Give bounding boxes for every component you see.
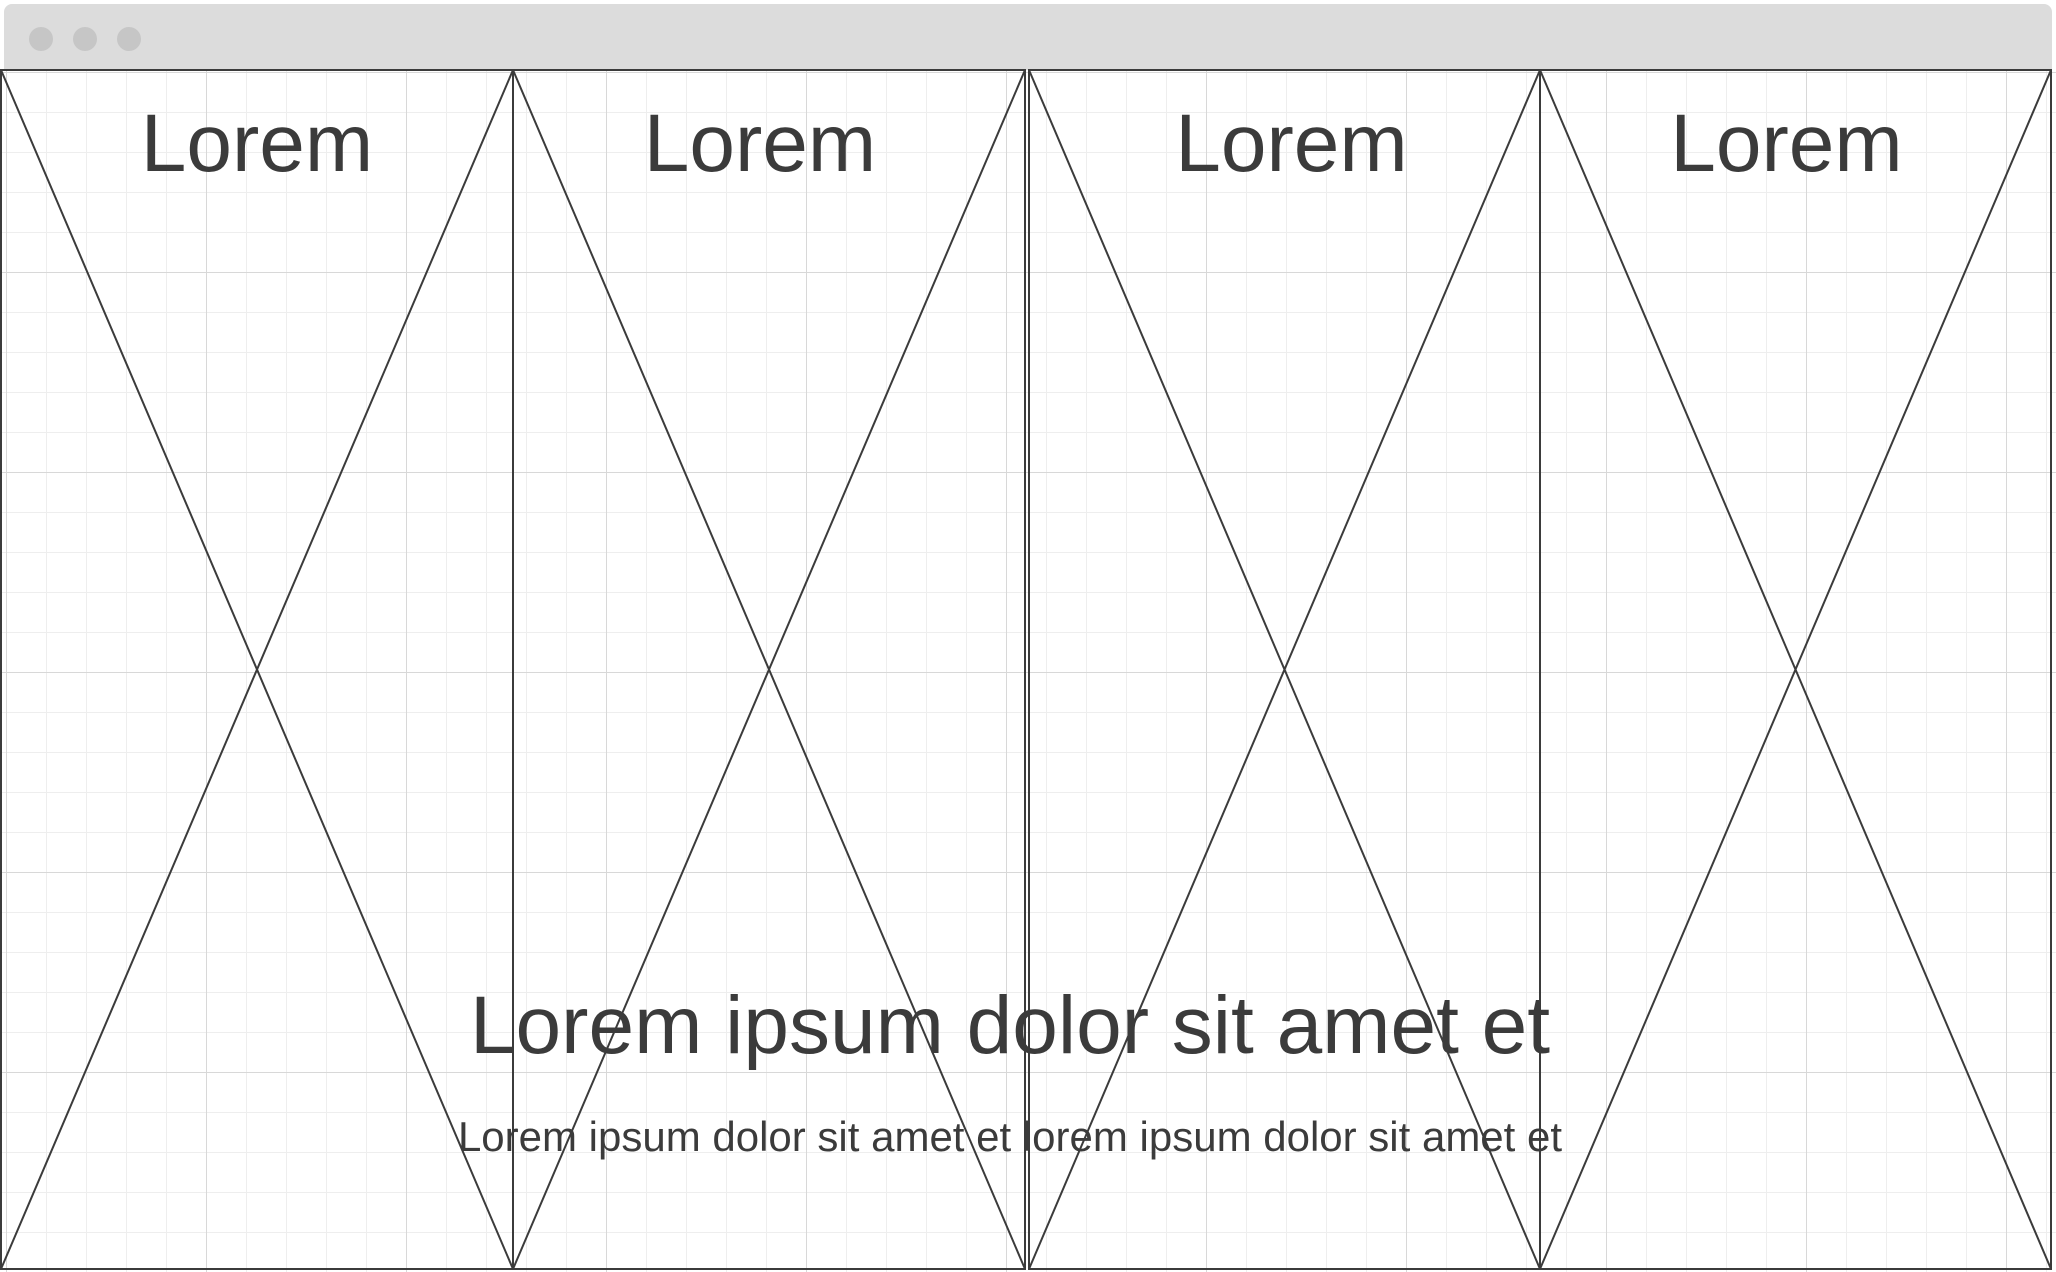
- placeholder-4-diagonal-b: [1539, 69, 2052, 1270]
- hero-headline: Lorem ipsum dolor sit amet et: [469, 980, 1551, 1071]
- placeholder-2-diagonal-b: [512, 69, 1026, 1270]
- panel-1-title: Lorem: [140, 98, 374, 189]
- placeholder-1-diagonal-b: [0, 69, 514, 1270]
- hero-subline: Lorem ipsum dolor sit amet et lorem ipsu…: [457, 1113, 1563, 1160]
- image-placeholder-4: [1539, 69, 2052, 1270]
- minimize-window-dot[interactable]: [73, 27, 97, 51]
- panel-3-title: Lorem: [1175, 98, 1408, 189]
- window-titlebar: [4, 4, 2052, 70]
- image-placeholder-2: [512, 69, 1026, 1270]
- close-window-dot[interactable]: [29, 27, 53, 51]
- zoom-window-dot[interactable]: [117, 27, 141, 51]
- panel-4-title: Lorem: [1670, 98, 1903, 189]
- panel-2-title: Lorem: [643, 98, 877, 189]
- placeholder-3-diagonal-b: [1028, 69, 1541, 1270]
